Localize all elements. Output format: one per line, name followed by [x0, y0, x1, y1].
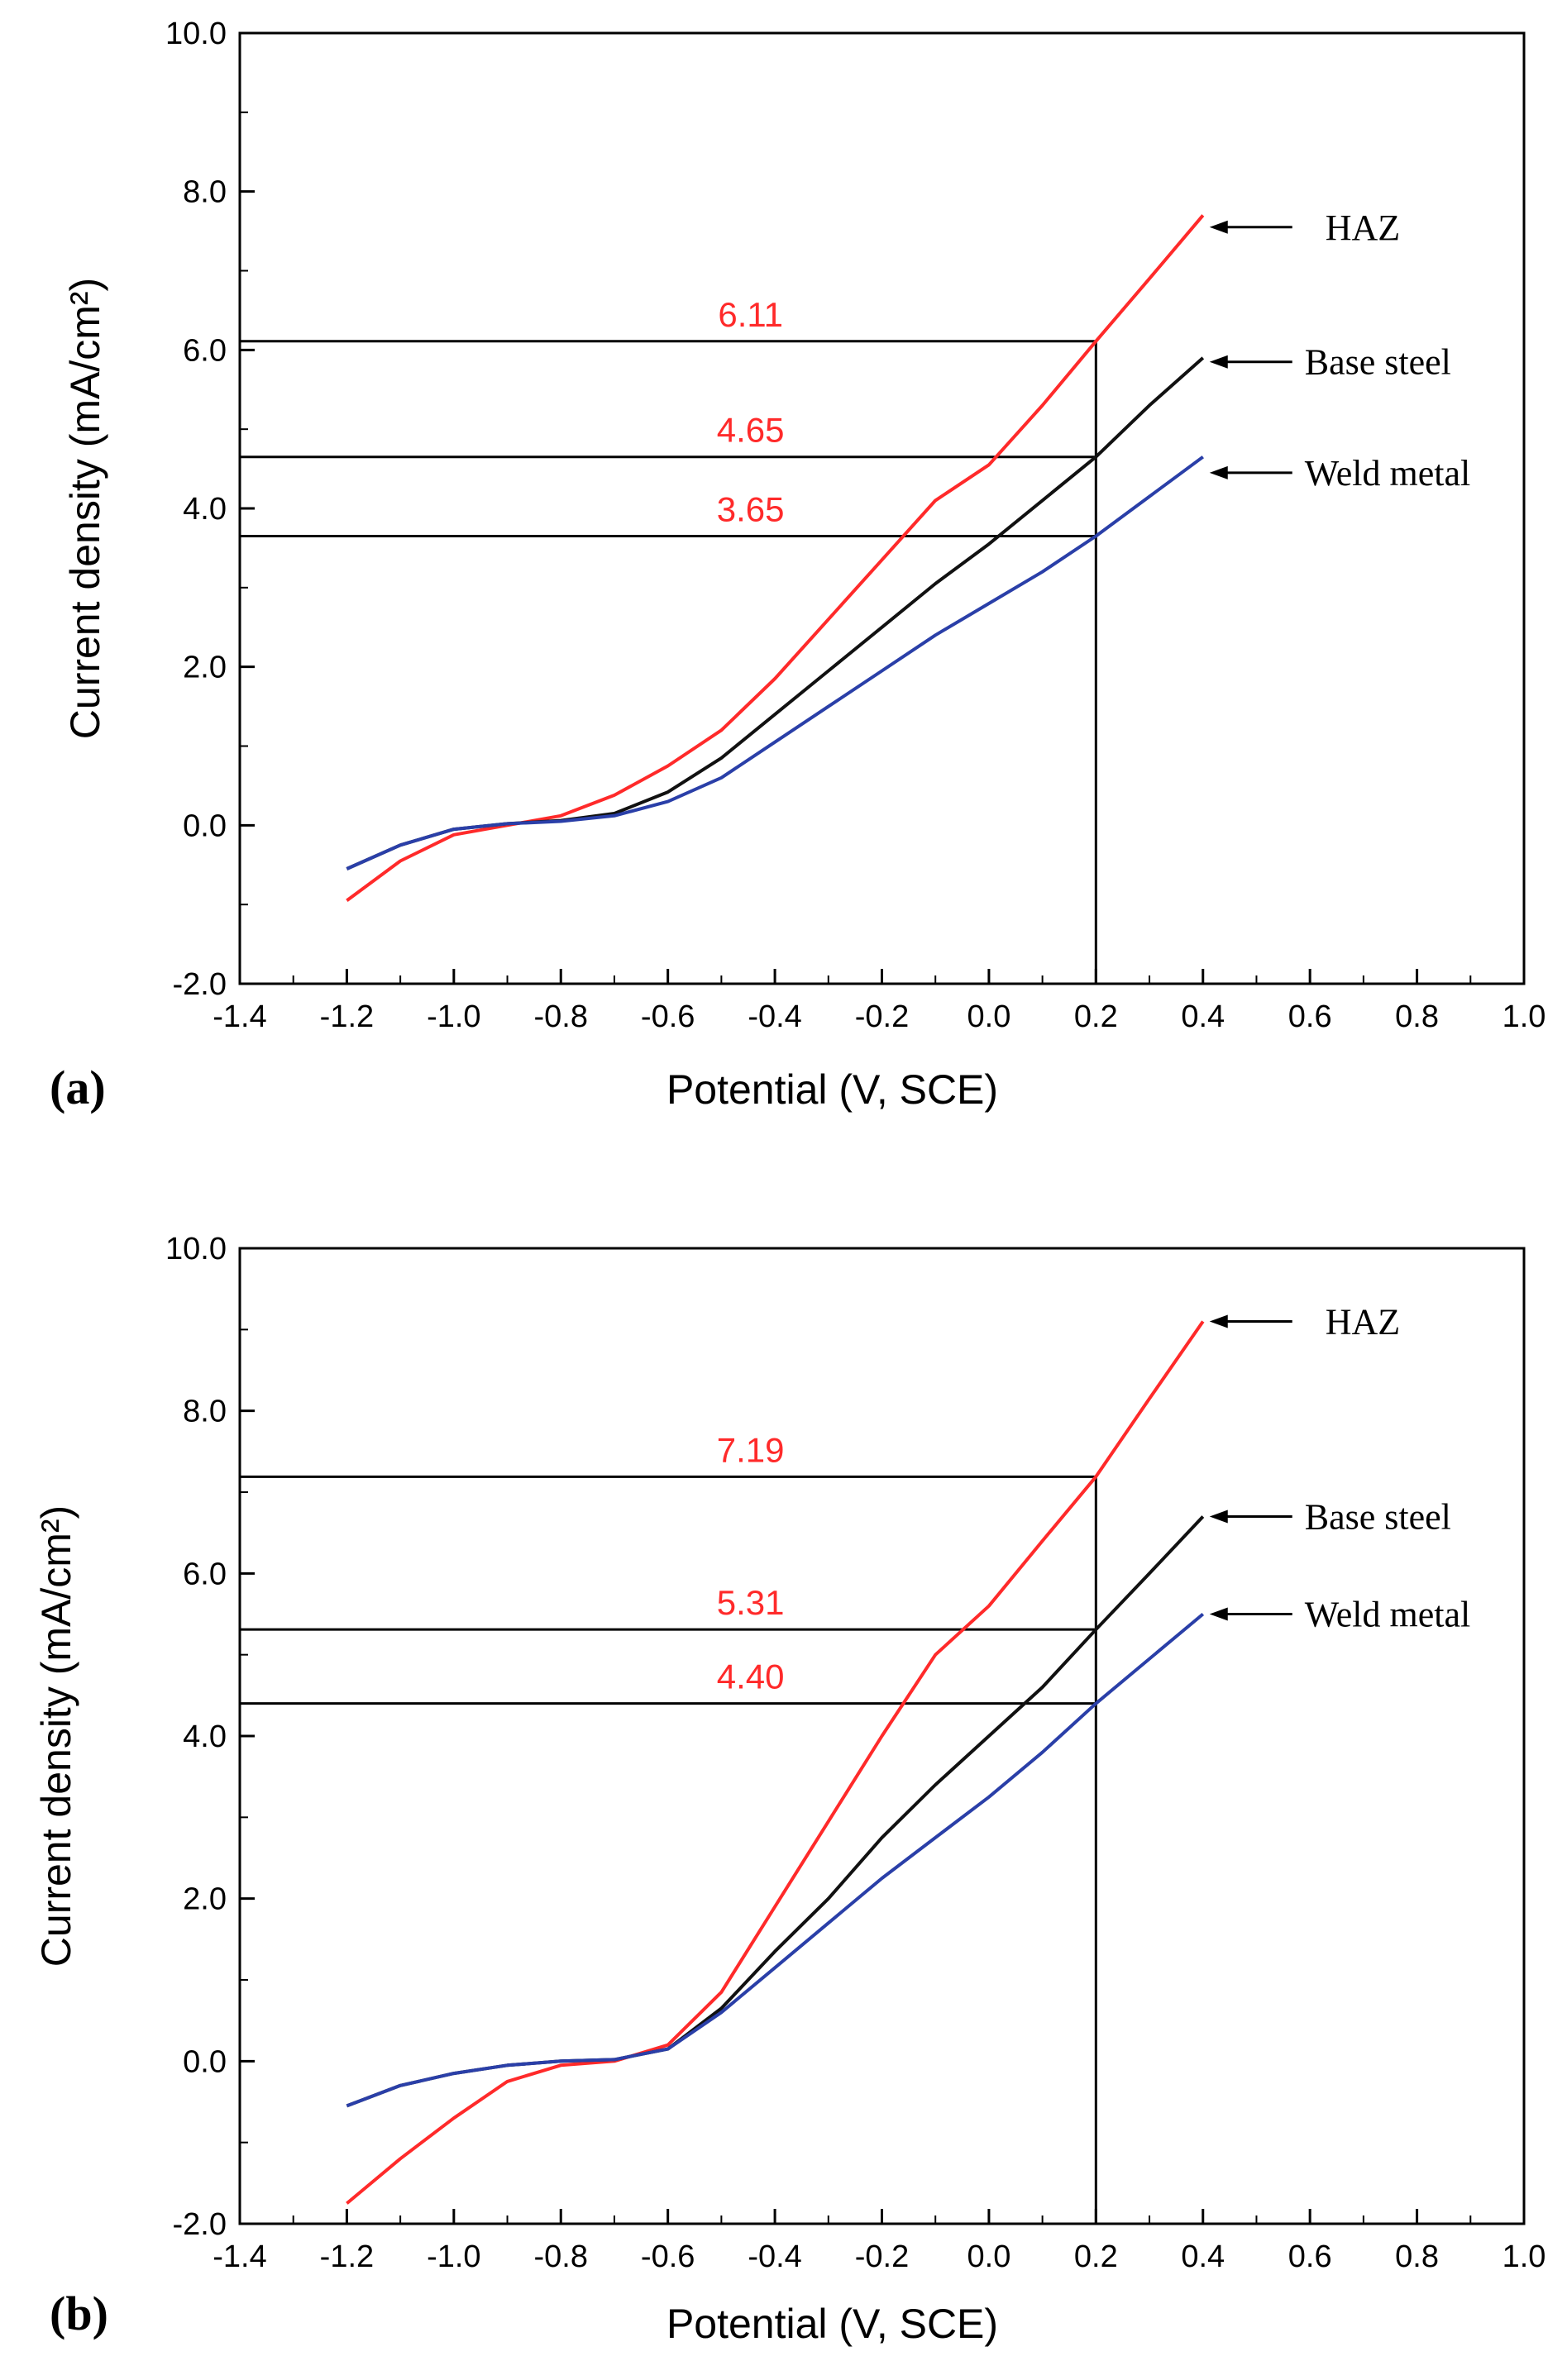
x-tick-label: -1.2 [320, 999, 374, 1034]
reference-value-label: 5.31 [717, 1583, 785, 1622]
x-tick-label: 0.8 [1395, 999, 1439, 1034]
annotation-arrowhead-weld-metal [1209, 465, 1228, 479]
x-tick-label: 0.0 [967, 2239, 1011, 2274]
annotation-arrowhead-base-steel [1209, 1510, 1228, 1524]
x-axis-title: Potential (V, SCE) [666, 1066, 998, 1113]
series-line-weld-metal [346, 455, 1204, 870]
chart-panel-b: -1.4 -1.2 -1.0 -0.8 -0.6 -0.4 -0.2 0.0 0.2 0.4 0.6… [33, 1232, 1546, 2347]
y-tick-label: 4.0 [183, 492, 227, 527]
series-line-weld-metal [346, 1612, 1205, 2108]
reference-value-label: 3.65 [717, 490, 785, 529]
x-tick-label: -0.2 [855, 2239, 909, 2274]
x-axis-title: Potential (V, SCE) [666, 2301, 998, 2347]
series-label-weld-metal: Weld metal [1305, 1595, 1471, 1635]
y-tick-label: 0.0 [183, 808, 227, 843]
x-tick-label: -1.4 [213, 2239, 266, 2274]
x-tick-label: -1.0 [427, 999, 480, 1034]
y-tick-label: 8.0 [183, 175, 227, 210]
y-tick-label: -2.0 [173, 2207, 227, 2242]
x-tick-label: 1.0 [1503, 999, 1546, 1034]
series-label-base-steel: Base steel [1305, 342, 1451, 383]
series-label-base-steel: Base steel [1305, 1497, 1451, 1538]
y-tick-label: -2.0 [173, 967, 227, 1002]
x-tick-label: 0.2 [1074, 2239, 1118, 2274]
x-tick-label: 0.6 [1288, 2239, 1332, 2274]
x-tick-label: 0.0 [967, 999, 1011, 1034]
y-tick-label: 6.0 [183, 333, 227, 368]
chart-panel-a: -1.4 -1.2 -1.0 -0.8 -0.6 -0.4 -0.2 0.0 0.2 0.4 0.6… [50, 17, 1546, 1114]
y-axis-title: Current density (mA/cm²) [33, 1505, 79, 1967]
y-tick-label: 6.0 [183, 1557, 227, 1591]
x-tick-label: 0.8 [1395, 2239, 1439, 2274]
annotation-arrowhead-weld-metal [1209, 1607, 1228, 1621]
x-tick-label: -0.4 [748, 999, 801, 1034]
annotation-arrowhead-haz [1209, 220, 1228, 234]
annotation-arrowhead-haz [1209, 1314, 1228, 1328]
x-tick-label: -1.2 [320, 2239, 374, 2274]
x-tick-label: 0.6 [1288, 999, 1332, 1034]
x-tick-label: -0.6 [641, 2239, 695, 2274]
y-tick-label: 4.0 [183, 1719, 227, 1754]
series-label-haz: HAZ [1326, 1302, 1400, 1343]
panel-label: (a) [50, 1061, 106, 1114]
y-tick-label: 8.0 [183, 1395, 227, 1429]
x-tick-label: 1.0 [1503, 2239, 1546, 2274]
panel-label: (b) [50, 2287, 108, 2340]
y-tick-label: 2.0 [183, 1882, 227, 1917]
annotation-arrowhead-base-steel [1209, 355, 1228, 369]
x-tick-label: -0.8 [534, 999, 588, 1034]
reference-value-label: 4.65 [717, 411, 785, 450]
x-tick-label: -1.4 [213, 999, 266, 1034]
x-tick-label: 0.4 [1181, 2239, 1225, 2274]
x-tick-label: -0.8 [534, 2239, 588, 2274]
series-label-weld-metal: Weld metal [1305, 453, 1471, 494]
y-tick-label: 10.0 [165, 17, 227, 51]
series-line-haz [346, 1320, 1205, 2205]
series-label-haz: HAZ [1326, 207, 1400, 248]
reference-value-label: 4.40 [717, 1657, 785, 1696]
y-axis-title: Current density (mA/cm²) [62, 278, 108, 739]
x-tick-label: 0.4 [1181, 999, 1225, 1034]
y-tick-label: 10.0 [165, 1232, 227, 1266]
x-tick-label: -1.0 [427, 2239, 480, 2274]
y-tick-label: 2.0 [183, 651, 227, 685]
plot-frame [238, 31, 1526, 985]
x-tick-label: -0.6 [641, 999, 695, 1034]
x-tick-label: -0.2 [855, 999, 909, 1034]
x-tick-label: 0.2 [1074, 999, 1118, 1034]
series-line-haz [346, 214, 1205, 903]
y-tick-label: 0.0 [183, 2044, 227, 2079]
reference-value-label: 7.19 [717, 1430, 785, 1469]
reference-value-label: 6.11 [718, 295, 783, 334]
x-tick-label: -0.4 [748, 2239, 801, 2274]
